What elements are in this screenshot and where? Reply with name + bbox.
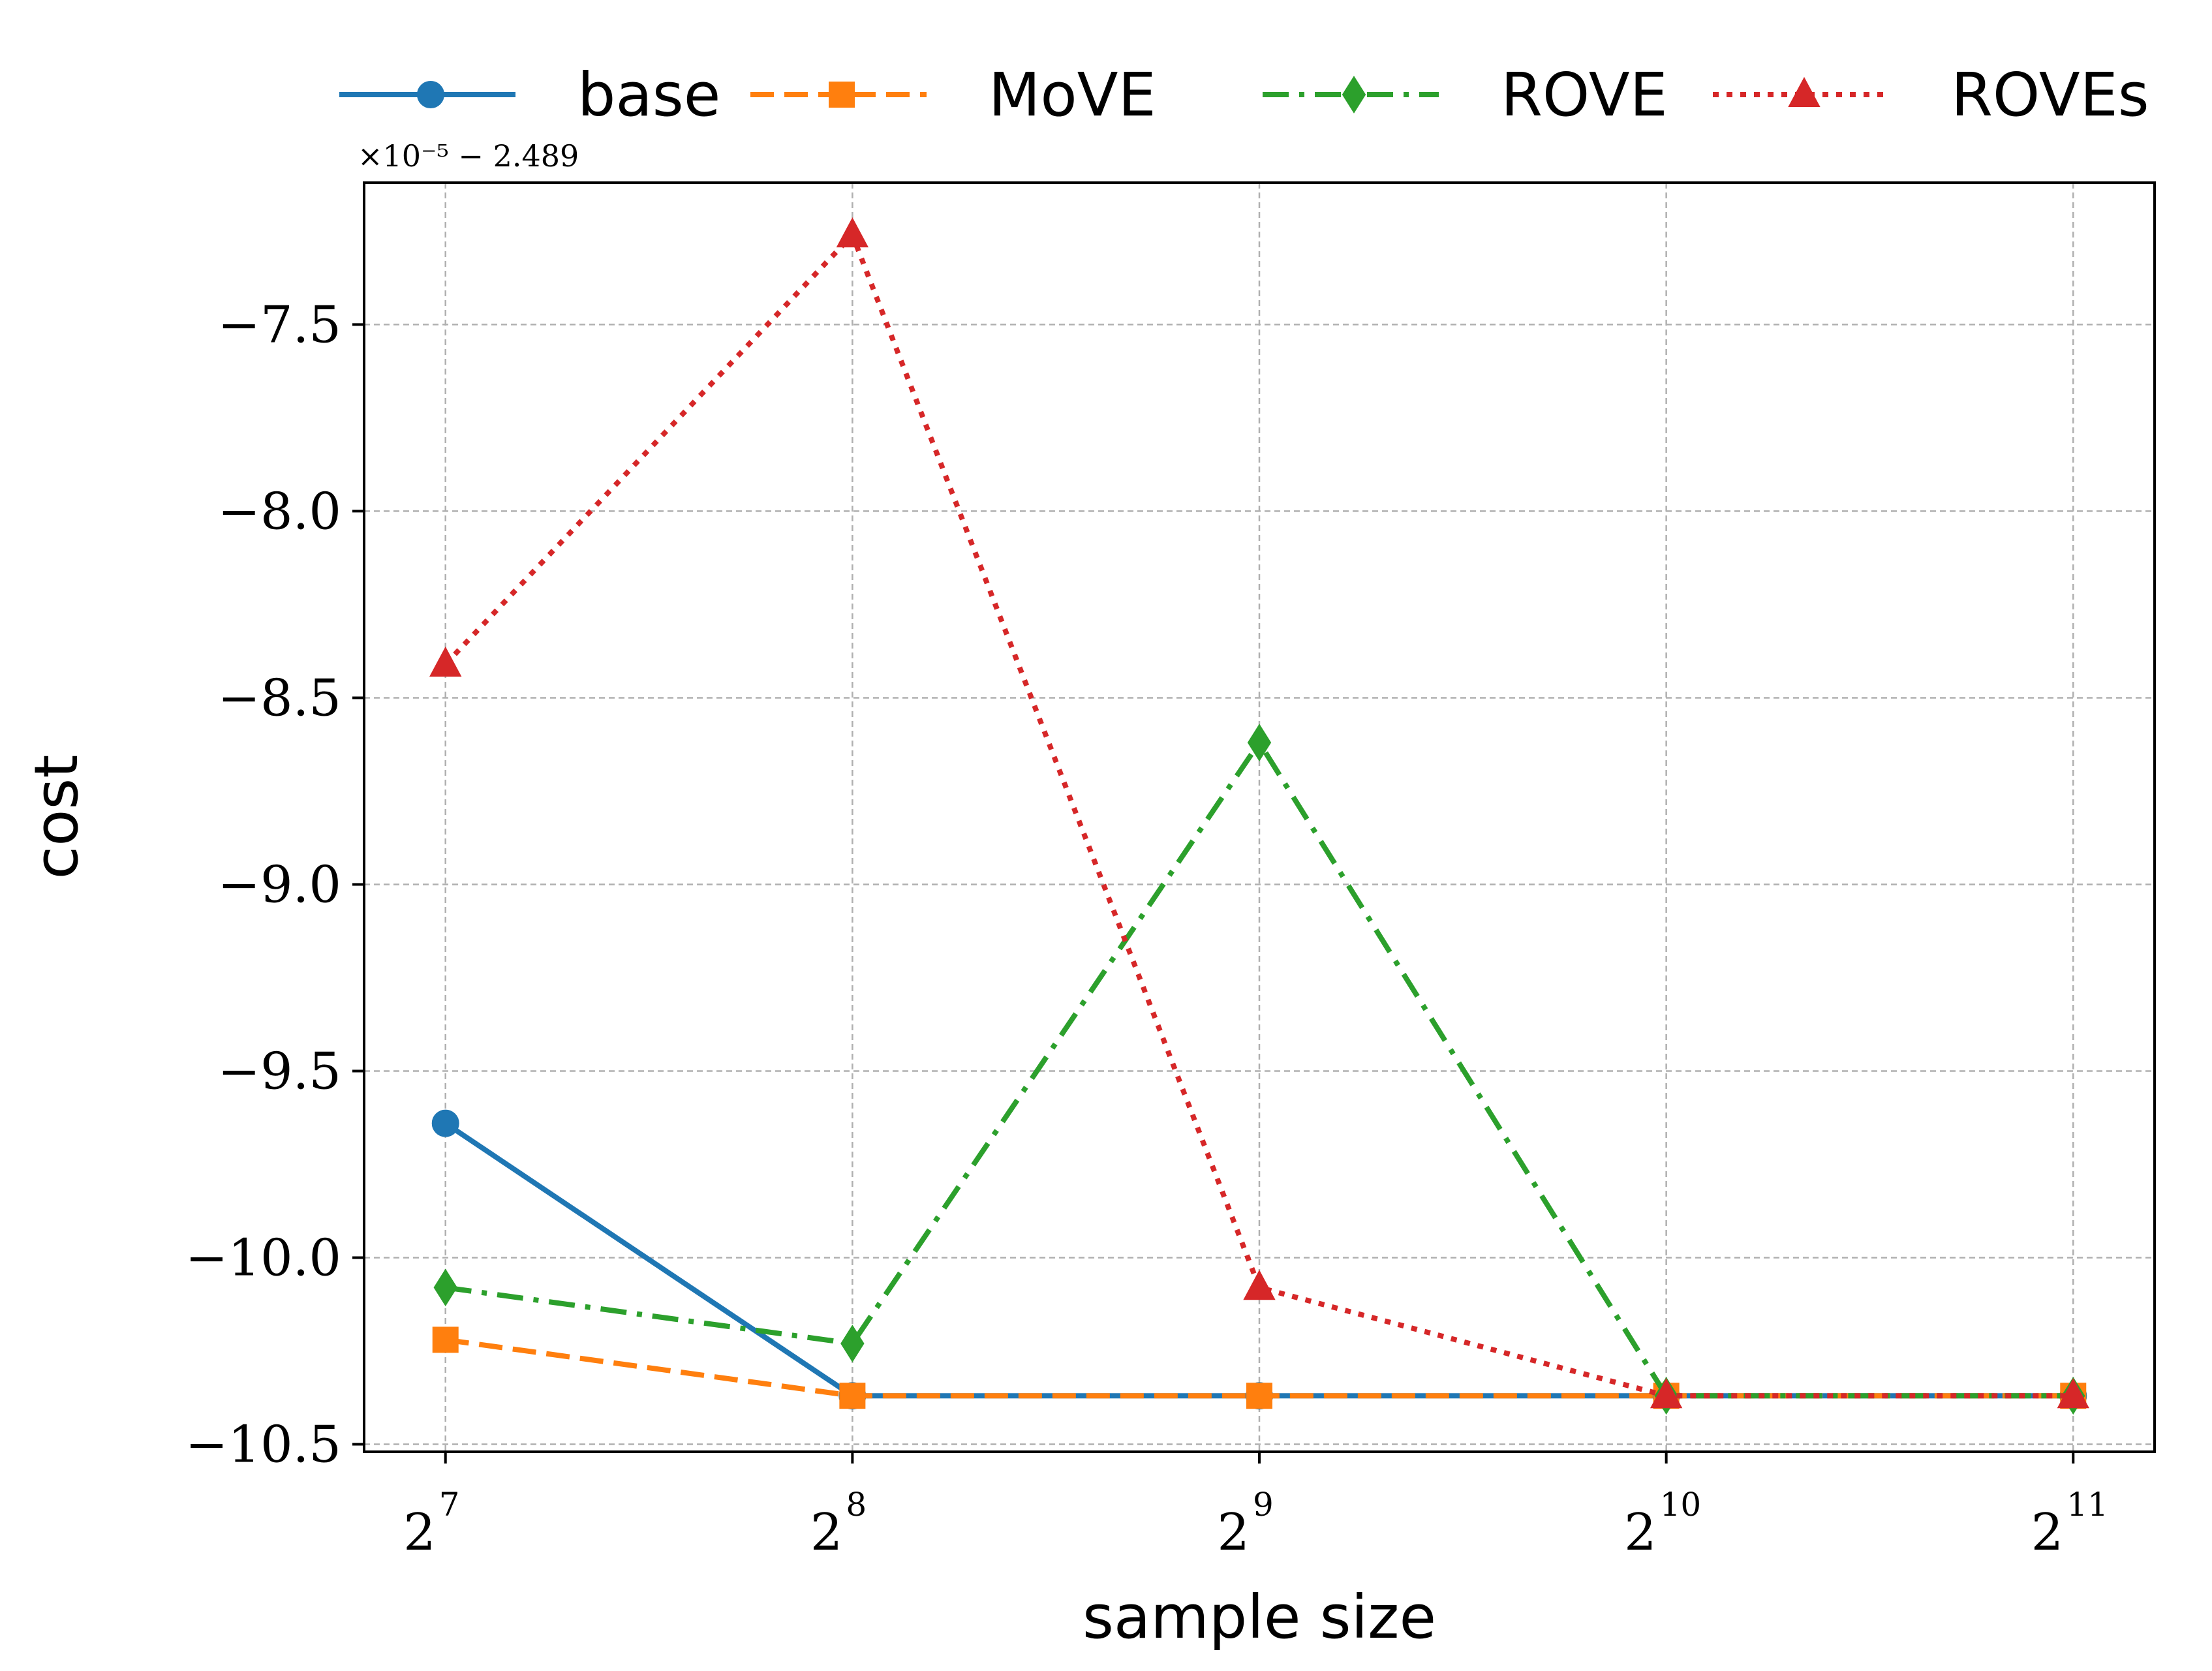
legend-marker-rove — [1342, 76, 1366, 114]
x-tick-exponent: 8 — [846, 1486, 867, 1524]
x-tick-label: 2 — [1624, 1503, 1657, 1562]
series-layer — [429, 217, 2089, 1415]
y-tick-label: −10.5 — [185, 1416, 341, 1475]
series-roves — [429, 217, 2089, 1409]
data-point-rove — [840, 1325, 865, 1362]
x-tick-label: 2 — [810, 1503, 843, 1562]
grid — [364, 183, 2155, 1452]
legend-entry-rove: ROVE — [1263, 60, 1668, 130]
y-tick-label: −7.5 — [218, 296, 341, 354]
data-point-roves — [2057, 1378, 2089, 1409]
y-axis-offset-label: ×10⁻⁵ − 2.489 — [358, 138, 579, 174]
data-point-base — [431, 1109, 459, 1137]
data-point-roves — [429, 646, 462, 677]
y-tick-label: −8.5 — [218, 669, 341, 728]
x-tick-label: 2 — [1217, 1503, 1250, 1562]
data-point-move — [1246, 1383, 1272, 1409]
y-axis-label: cost — [22, 755, 91, 880]
legend-label-move: MoVE — [989, 60, 1156, 130]
data-point-roves — [836, 217, 869, 248]
legend-marker-roves — [1788, 76, 1820, 107]
legend-marker-move — [829, 82, 855, 108]
data-point-rove — [433, 1268, 457, 1307]
legend-label-rove: ROVE — [1501, 60, 1668, 130]
x-axis-label: sample size — [1083, 1582, 1436, 1652]
x-tick-exponent: 9 — [1253, 1486, 1274, 1524]
series-line-roves — [443, 232, 2074, 1399]
y-tick-label: −8.0 — [218, 482, 341, 541]
legend-entry-base: base — [339, 60, 720, 130]
legend-label-base: base — [577, 60, 720, 130]
y-tick-label: −9.0 — [218, 855, 341, 914]
data-point-rove — [1247, 724, 1272, 761]
legend-label-roves: ROVEs — [1951, 60, 2149, 130]
axes: 2 7 2 8 2 9 2 10 2 11−7.5−8.0−8.5−9.0−9.5−10.0−10… — [185, 296, 2108, 1562]
data-point-move — [432, 1326, 459, 1353]
legend-entry-move: MoVE — [750, 60, 1156, 130]
x-tick-exponent: 11 — [2066, 1486, 2108, 1524]
y-tick-label: −10.0 — [185, 1229, 341, 1288]
data-point-roves — [1650, 1378, 1683, 1409]
x-tick-exponent: 7 — [439, 1486, 460, 1524]
data-point-roves — [1243, 1270, 1276, 1300]
x-tick-label: 2 — [403, 1503, 436, 1562]
legend-entry-roves: ROVEs — [1713, 60, 2149, 130]
data-point-move — [839, 1383, 866, 1409]
x-tick-exponent: 10 — [1660, 1486, 1702, 1524]
x-tick-label: 2 — [2031, 1503, 2064, 1562]
y-tick-label: −9.5 — [218, 1043, 341, 1101]
legend-marker-base — [417, 81, 444, 108]
legend: base MoVE ROVE ROVEs — [339, 60, 2149, 130]
